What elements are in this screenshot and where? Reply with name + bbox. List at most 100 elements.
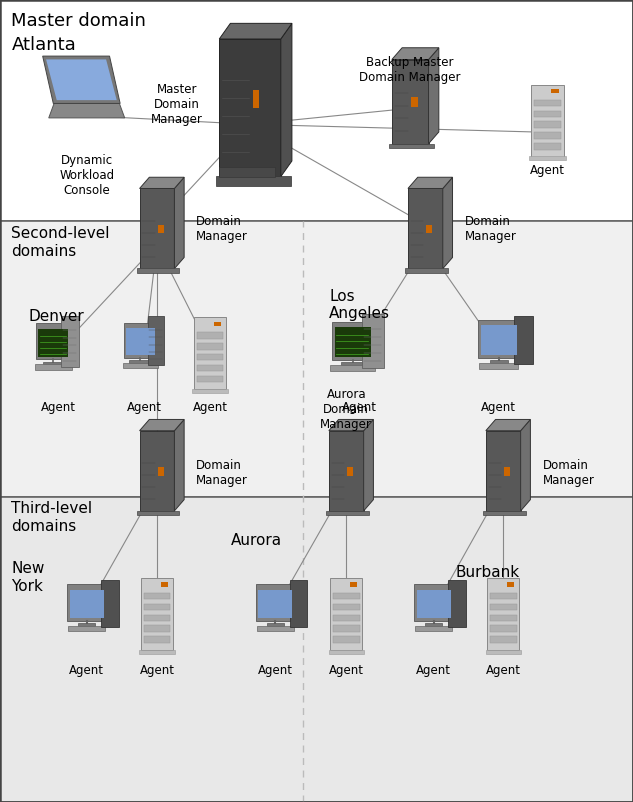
Bar — [534, 121, 561, 128]
Text: Master
Domain
Manager: Master Domain Manager — [151, 83, 203, 126]
Bar — [194, 317, 226, 389]
Text: Agent: Agent — [530, 164, 565, 176]
Polygon shape — [139, 419, 184, 431]
Text: Aurora
Domain
Manager: Aurora Domain Manager — [320, 388, 372, 431]
Bar — [504, 467, 510, 476]
Bar — [534, 99, 561, 107]
Bar — [415, 626, 452, 631]
Text: Domain
Manager: Domain Manager — [542, 460, 594, 487]
Bar — [529, 156, 566, 160]
Text: Third-level
domains: Third-level domains — [11, 501, 92, 533]
Text: Agent: Agent — [69, 664, 104, 677]
Bar — [326, 511, 368, 516]
Text: Atlanta: Atlanta — [11, 36, 76, 54]
Bar — [479, 320, 519, 358]
Polygon shape — [392, 59, 429, 144]
Bar — [350, 582, 357, 586]
Bar — [534, 111, 561, 117]
Bar — [148, 316, 164, 365]
Text: Agent: Agent — [486, 664, 521, 677]
Text: Agent: Agent — [341, 401, 377, 414]
Bar — [137, 269, 179, 273]
Bar — [192, 389, 228, 393]
Bar — [0, 497, 633, 802]
Bar — [490, 636, 517, 643]
Polygon shape — [486, 431, 520, 511]
Bar — [139, 650, 175, 654]
Polygon shape — [329, 419, 373, 431]
Polygon shape — [443, 177, 453, 269]
Bar — [214, 322, 221, 326]
Bar — [256, 585, 295, 621]
Bar — [333, 636, 360, 643]
Text: Domain
Manager: Domain Manager — [196, 215, 248, 242]
Bar — [341, 363, 365, 365]
Bar — [333, 614, 360, 621]
Polygon shape — [139, 431, 175, 511]
Bar — [405, 269, 448, 273]
Bar — [425, 623, 442, 626]
Bar — [197, 375, 223, 382]
Polygon shape — [42, 56, 120, 103]
Bar — [101, 581, 118, 627]
Bar — [330, 577, 362, 650]
Polygon shape — [139, 177, 184, 188]
Text: Agent: Agent — [127, 401, 162, 414]
Bar — [534, 143, 561, 149]
Bar — [531, 85, 564, 157]
Bar — [486, 650, 521, 654]
Bar — [161, 582, 168, 586]
Bar — [257, 626, 294, 631]
Bar — [332, 322, 373, 360]
Bar — [197, 365, 223, 371]
Bar — [144, 604, 170, 610]
Polygon shape — [486, 419, 530, 431]
Text: New
York: New York — [11, 561, 45, 593]
Bar — [417, 589, 451, 618]
Bar — [0, 0, 633, 221]
Bar — [414, 585, 453, 621]
Polygon shape — [364, 419, 373, 511]
Bar — [144, 614, 170, 621]
Polygon shape — [139, 188, 175, 269]
Bar — [197, 332, 223, 338]
Bar — [347, 467, 353, 476]
Bar — [137, 511, 179, 516]
Polygon shape — [408, 177, 453, 188]
Bar — [123, 363, 158, 368]
Bar — [490, 626, 517, 632]
Text: Domain
Manager: Domain Manager — [196, 460, 248, 487]
Polygon shape — [392, 48, 439, 59]
Bar — [551, 89, 559, 93]
Bar — [158, 467, 164, 476]
Text: Master domain: Master domain — [11, 12, 146, 30]
Polygon shape — [520, 419, 530, 511]
Bar — [490, 614, 517, 621]
Bar — [480, 326, 517, 354]
Bar — [43, 362, 63, 364]
Text: Agent: Agent — [192, 401, 228, 414]
Bar — [411, 98, 418, 107]
Bar — [333, 593, 360, 600]
Bar — [290, 581, 307, 627]
Polygon shape — [175, 177, 184, 269]
Bar — [487, 577, 519, 650]
Bar — [70, 589, 104, 618]
Text: Backup Master
Domain Manager: Backup Master Domain Manager — [360, 56, 461, 84]
Bar — [129, 360, 152, 363]
Bar — [389, 144, 434, 148]
Text: Los
Angeles: Los Angeles — [329, 289, 390, 321]
Text: Dynamic
Workload
Console: Dynamic Workload Console — [59, 154, 115, 197]
Bar — [362, 314, 384, 367]
Bar — [68, 626, 105, 631]
Polygon shape — [175, 419, 184, 511]
Bar — [39, 329, 68, 357]
Polygon shape — [429, 48, 439, 144]
Bar — [448, 581, 465, 627]
Bar — [78, 623, 95, 626]
Bar — [330, 365, 375, 371]
Polygon shape — [219, 39, 281, 176]
Text: Burbank: Burbank — [456, 565, 520, 581]
Bar — [36, 323, 70, 359]
Text: Agent: Agent — [41, 401, 76, 414]
